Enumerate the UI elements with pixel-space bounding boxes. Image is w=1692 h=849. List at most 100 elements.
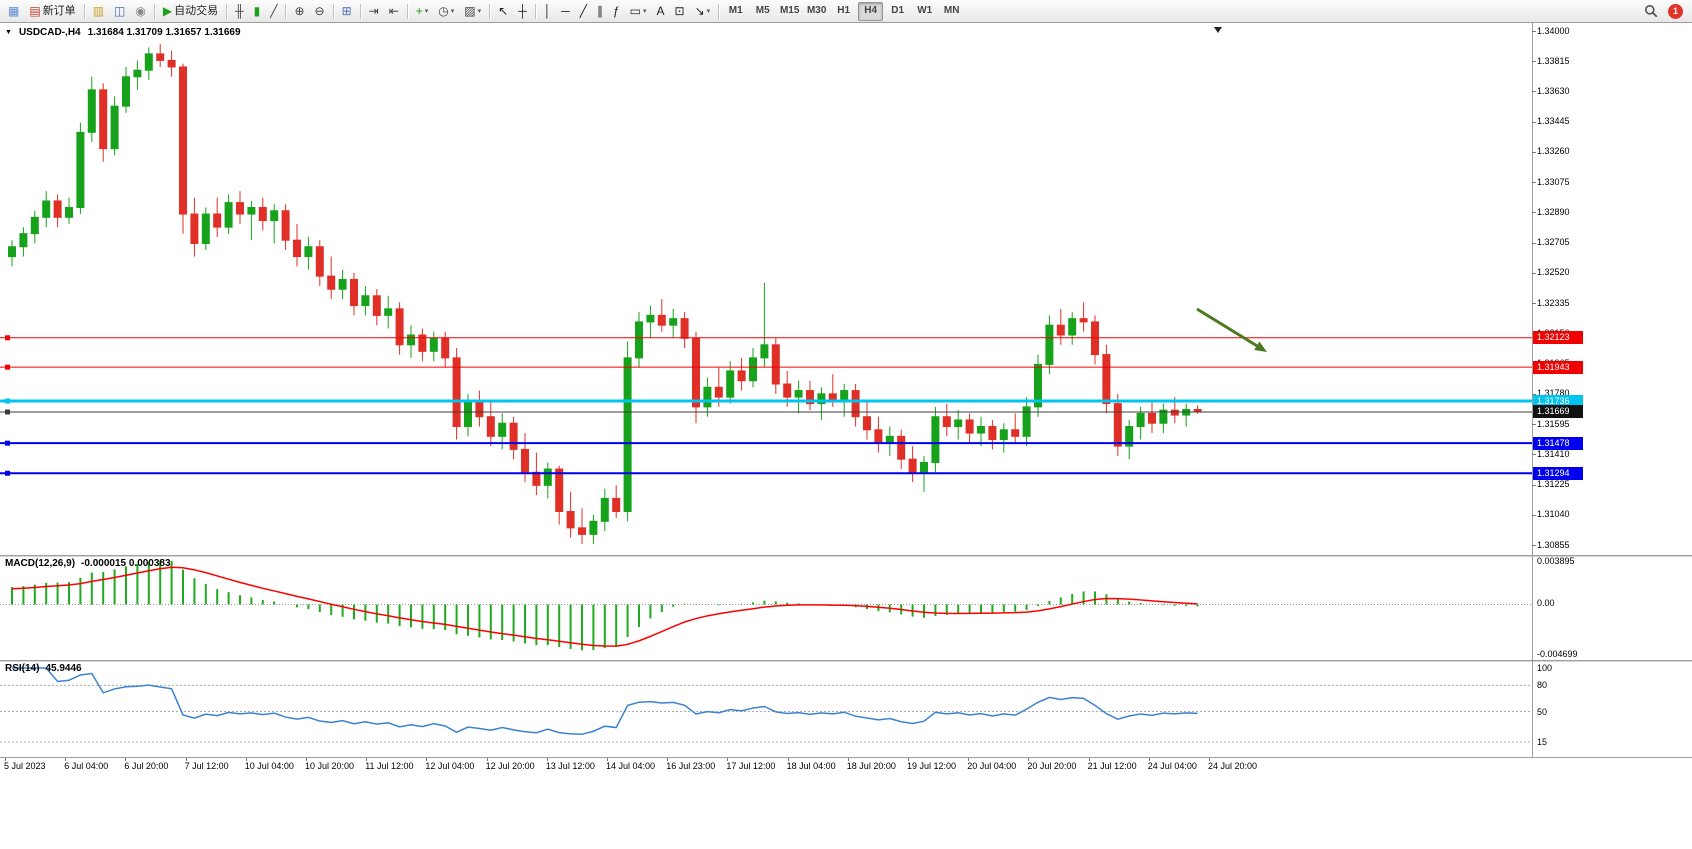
crosshair-button[interactable]: ┼: [514, 2, 531, 21]
templates-button[interactable]: ▨ ▾: [460, 2, 485, 21]
price-tick: [1532, 61, 1536, 63]
price-level-badge: 1.31736: [1533, 394, 1583, 408]
timeframe-h4-button[interactable]: H4: [858, 1, 884, 21]
indicators-icon: +: [415, 4, 423, 18]
auto-scroll-button[interactable]: ⇥: [365, 2, 383, 21]
navigator-button[interactable]: ◉: [131, 2, 149, 21]
zoom-out-button[interactable]: ⊖: [311, 2, 329, 21]
trend-arrow-annotation[interactable]: [1196, 307, 1267, 352]
time-axis-label: 6 Jul 20:00: [124, 761, 169, 771]
search-button[interactable]: [1642, 2, 1660, 21]
shapes-tool-button[interactable]: ▭ ▾: [626, 2, 651, 21]
arrows-tool-icon: ↘: [694, 4, 705, 18]
time-axis-label: 18 Jul 04:00: [786, 761, 836, 771]
line-handle[interactable]: [5, 409, 10, 415]
symbol-dropdown-icon[interactable]: ▼: [5, 29, 12, 36]
label-tool-button[interactable]: ⊡: [671, 2, 689, 21]
ohlc-values: 1.31684 1.31709 1.31657 1.31669: [87, 27, 241, 38]
toolbar-separator: [534, 3, 536, 19]
candle: [42, 191, 51, 228]
line-handle[interactable]: [5, 398, 10, 404]
periods-button[interactable]: ◷ ▾: [434, 2, 458, 21]
timeframe-m1-button[interactable]: M1: [723, 2, 748, 21]
cursor-button[interactable]: ↖: [494, 2, 512, 21]
candle: [908, 446, 917, 483]
caret-down-icon: ▾: [643, 7, 647, 15]
candle: [988, 419, 997, 450]
periods-icon: ◷: [438, 4, 449, 18]
price-tick: [1532, 121, 1536, 123]
candle: [646, 305, 655, 339]
candle: [486, 400, 495, 447]
notification-badge[interactable]: 1: [1668, 3, 1683, 19]
toolbar: ▦ ▤ 新订单 ▥ ◫ ◉ ▶ 自动交易 ╫ ▮ ╱ ⊕ ⊖ ⊞ ⇥ ⇤ + ▾ ◷ ▾ ▨ ▾ ↖ ┼ │ ─ ╱ ∥ ƒ ▭ ▾ A ⊡ ↘ ▾…: [0, 0, 1692, 23]
timeframe-d1-button[interactable]: D1: [885, 2, 910, 21]
bar-chart-button[interactable]: ╫: [231, 2, 248, 21]
chart-shift-marker[interactable]: [1214, 27, 1222, 33]
text-tool-button[interactable]: A: [653, 2, 669, 21]
candle: [737, 357, 746, 391]
line-handle[interactable]: [5, 440, 10, 446]
line-handle[interactable]: [5, 470, 10, 476]
candle: [395, 302, 404, 355]
crosshair-icon: ┼: [518, 4, 527, 18]
candle-chart-button[interactable]: ▮: [250, 2, 265, 21]
timeframe-m5-button[interactable]: M5: [750, 2, 775, 21]
arrows-tool-button[interactable]: ↘ ▾: [691, 2, 715, 21]
time-axis-tick: [727, 758, 729, 761]
candle: [657, 299, 666, 332]
new-order-button[interactable]: ▤ 新订单: [25, 2, 79, 21]
profiles-button[interactable]: ▥: [89, 2, 108, 21]
candle: [612, 485, 621, 519]
new-order-icon: ▤: [29, 4, 41, 18]
line-handle[interactable]: [5, 364, 10, 370]
autotrade-button[interactable]: ▶ 自动交易: [159, 2, 222, 21]
new-chart-button[interactable]: ▦: [4, 2, 23, 21]
candle: [361, 285, 370, 316]
price-tick-label: 1.32890: [1537, 206, 1570, 217]
channel-tool-button[interactable]: ∥: [593, 2, 607, 21]
tile-windows-button[interactable]: ⊞: [338, 2, 356, 21]
macd-histogram: [11, 560, 1199, 651]
candle: [623, 341, 632, 522]
pane-splitter[interactable]: [0, 555, 1692, 557]
bar-chart-icon: ╫: [235, 4, 244, 18]
candle: [555, 465, 564, 525]
templates-icon: ▨: [464, 4, 476, 18]
new-chart-icon: ▦: [8, 4, 20, 18]
market-watch-button[interactable]: ◫: [110, 2, 129, 21]
timeframe-mn-button[interactable]: MN: [939, 2, 964, 21]
time-axis-tick: [5, 758, 6, 761]
line-chart-button[interactable]: ╱: [266, 2, 281, 21]
candle: [441, 331, 450, 368]
time-axis-label: 17 Jul 12:00: [726, 761, 776, 771]
candle: [236, 191, 244, 224]
chart-shift-button[interactable]: ⇤: [385, 2, 403, 21]
time-axis-label: 20 Jul 04:00: [967, 761, 1017, 771]
candle: [578, 508, 586, 545]
zoom-in-button[interactable]: ⊕: [290, 2, 308, 21]
indicators-button[interactable]: + ▾: [412, 2, 433, 21]
candle: [1102, 344, 1111, 414]
candle: [224, 194, 233, 234]
timeframe-m30-button[interactable]: M30: [804, 2, 829, 21]
chart-canvas[interactable]: [0, 23, 1532, 758]
trendline-tool-button[interactable]: ╱: [576, 2, 591, 21]
vertical-line-tool-button[interactable]: │: [540, 2, 556, 21]
pane-splitter[interactable]: [0, 660, 1692, 662]
candle: [429, 331, 438, 362]
autotrade-icon: ▶: [162, 4, 173, 18]
caret-down-icon: ▾: [477, 7, 482, 15]
time-axis-tick: [607, 758, 608, 761]
candle: [965, 413, 974, 443]
line-handle[interactable]: [5, 335, 10, 341]
rsi-axis-label: 15: [1537, 736, 1548, 747]
candle: [669, 308, 678, 339]
timeframe-m15-button[interactable]: M15: [777, 2, 802, 21]
horizontal-line-tool-button[interactable]: ─: [557, 2, 574, 21]
timeframe-h1-button[interactable]: H1: [831, 2, 856, 21]
timeframe-w1-button[interactable]: W1: [912, 2, 937, 21]
toolbar-separator: [83, 3, 85, 19]
candle: [201, 207, 210, 251]
fibonacci-tool-button[interactable]: ƒ: [609, 2, 624, 21]
